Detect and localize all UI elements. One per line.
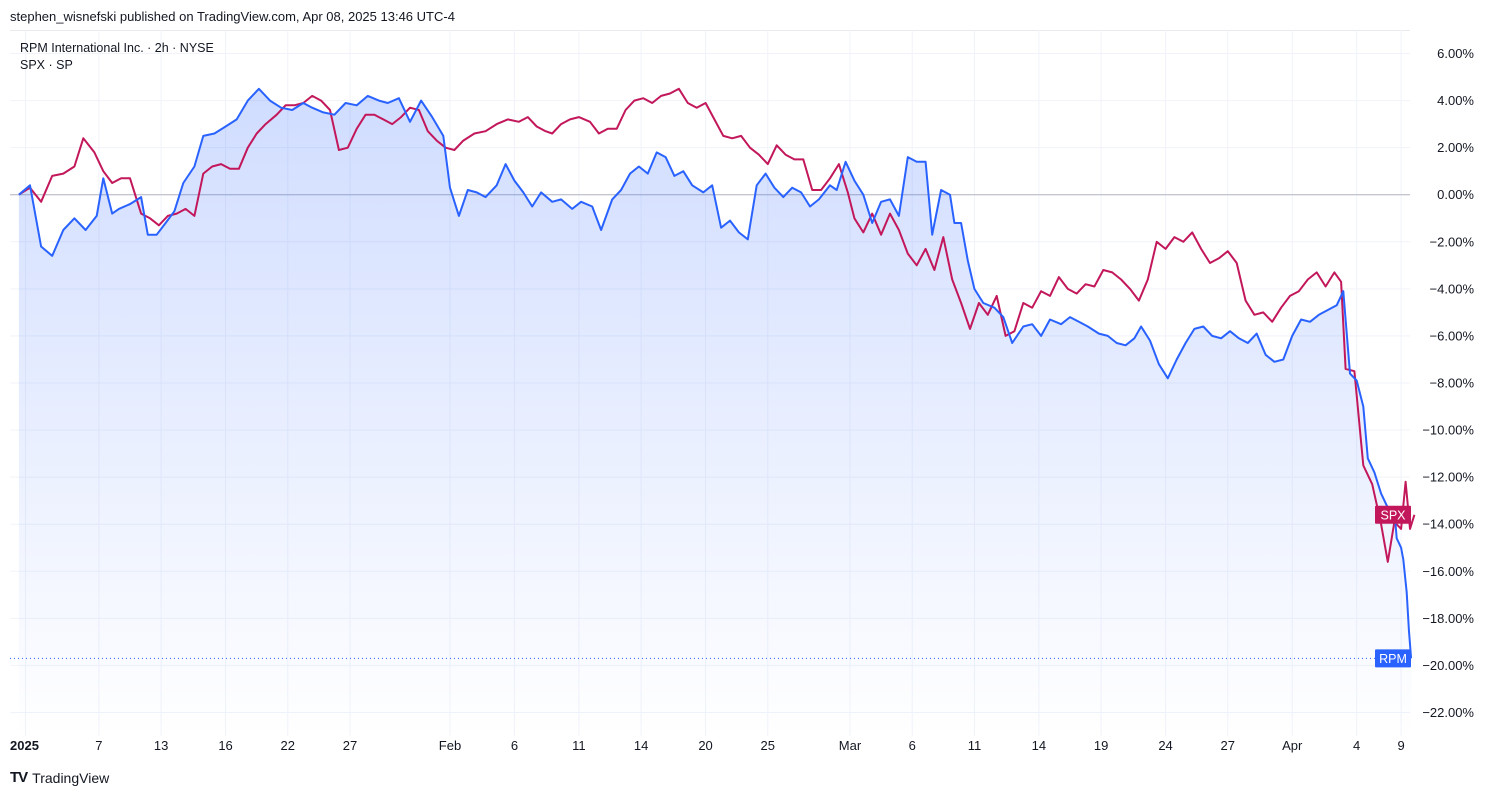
x-tick-label: 27 [1221,738,1235,753]
y-axis[interactable]: 6.00% 4.00% 2.00% 0.00% −2.00% −4.00% −6.00% −8… [1422,46,1474,720]
y-tick-label: −22.00% [1422,705,1474,720]
tradingview-footer[interactable]: TV TradingView [10,769,109,786]
badge-text: SPX [1380,508,1406,522]
y-tick-label: −10.00% [1422,423,1474,438]
rpm-area [18,88,1412,737]
rpm-area-fill [18,88,1412,737]
x-axis[interactable]: 2025 7 13 16 22 27 Feb 6 11 14 20 25 Mar 6 11 14 19 24 27 A… [10,738,1405,753]
y-tick-label: −8.00% [1430,376,1475,391]
chart-pane[interactable] [10,30,1410,737]
x-tick-label: 19 [1094,738,1108,753]
x-tick-label: 14 [634,738,648,753]
rpm-series-line[interactable] [18,87,1413,659]
x-tick-label: 7 [95,738,102,753]
publish-info: stephen_wisnefski published on TradingVi… [10,9,455,24]
y-tick-label: −2.00% [1430,234,1475,249]
x-tick-label: 6 [511,738,518,753]
y-tick-label: 6.00% [1437,46,1474,61]
x-tick-label: Feb [439,738,461,753]
x-tick-label: 13 [154,738,168,753]
legend-compare-symbol[interactable]: SPX · SP [20,58,73,72]
y-tick-label: 4.00% [1437,93,1474,108]
x-tick-label: 6 [909,738,916,753]
x-tick-label: Mar [839,738,862,753]
last-value-labels: SPX RPM [1375,505,1411,668]
x-tick-label: 2025 [10,738,39,753]
y-tick-label: −14.00% [1422,517,1474,532]
series-lines [10,87,1416,659]
x-tick-label: Apr [1282,738,1303,753]
x-tick-label: 16 [218,738,232,753]
x-tick-label: 24 [1158,738,1172,753]
y-tick-label: −12.00% [1422,470,1474,485]
x-tick-label: 27 [343,738,357,753]
y-tick-label: −16.00% [1422,564,1474,579]
x-tick-label: 22 [281,738,295,753]
chart-legend: RPM International Inc. · 2h · NYSE SPX ·… [20,40,214,74]
y-tick-label: −6.00% [1430,328,1475,343]
tradingview-brand: TradingView [32,769,110,786]
tradingview-logo-icon: TV [10,769,28,786]
rpm-last-value-badge: RPM [1375,649,1411,668]
badge-background [1375,649,1411,668]
x-tick-label: 25 [761,738,775,753]
x-tick-label: 9 [1397,738,1404,753]
x-tick-label: 14 [1032,738,1046,753]
x-tick-label: 20 [698,738,712,753]
legend-main-symbol[interactable]: RPM International Inc. · 2h · NYSE [20,41,214,55]
x-tick-label: 11 [572,738,586,753]
y-tick-label: −18.00% [1422,611,1474,626]
y-tick-label: −20.00% [1422,658,1474,673]
spx-series-line[interactable] [18,87,1416,563]
y-tick-label: 0.00% [1437,187,1474,202]
spx-last-value-badge: SPX [1375,505,1411,524]
y-tick-label: 2.00% [1437,140,1474,155]
y-tick-label: −4.00% [1430,281,1475,296]
badge-background [1375,505,1411,524]
x-tick-label: 11 [968,738,982,753]
x-tick-label: 4 [1353,738,1360,753]
badge-text: RPM [1379,652,1407,666]
